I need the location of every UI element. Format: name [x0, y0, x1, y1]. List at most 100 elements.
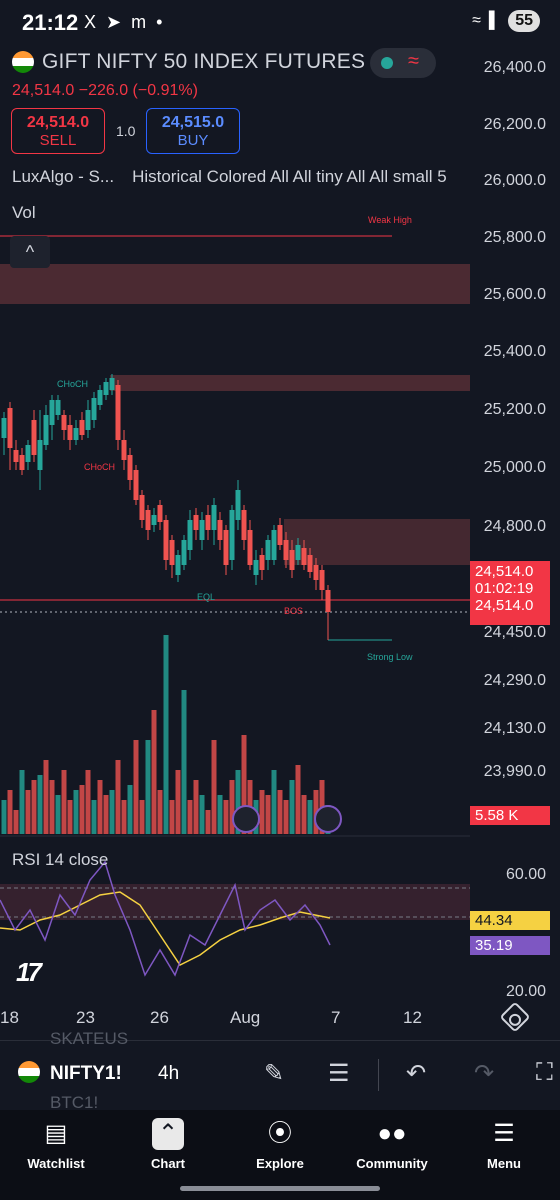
volume-bar	[67, 800, 73, 834]
candle-body	[319, 570, 325, 590]
candle-body	[217, 520, 223, 540]
rsi-ma-line	[0, 891, 331, 966]
menu-icon: ☰	[493, 1120, 515, 1147]
home-indicator[interactable]	[180, 1186, 380, 1191]
candle-body	[67, 425, 73, 440]
candle-body	[91, 398, 97, 420]
supply-zone	[0, 264, 470, 304]
redo-icon[interactable]: ↷	[474, 1060, 495, 1087]
dot-icon: •	[156, 12, 163, 32]
nav-label: Explore	[256, 1156, 304, 1171]
volume-tag: 5.58 K	[470, 806, 550, 825]
indicator-legend[interactable]: LuxAlgo - S... Historical Colored All All…	[12, 167, 467, 187]
supply-zone	[110, 375, 470, 391]
undo-icon[interactable]: ↶	[406, 1060, 427, 1087]
candle-body	[181, 540, 187, 565]
candle-body	[145, 510, 151, 530]
price-axis-label: 25,600.0	[483, 286, 546, 303]
candle-body	[223, 530, 229, 565]
eql-label: EQL	[197, 592, 215, 602]
volume-bar	[181, 690, 187, 834]
candle-body	[7, 408, 13, 448]
price-axis-label: 25,000.0	[483, 459, 546, 476]
volume-bar	[109, 790, 115, 834]
collapse-legend-button[interactable]: ^	[10, 236, 50, 268]
tradingview-logo-icon[interactable]: 17	[16, 957, 42, 987]
volume-bar	[193, 780, 199, 834]
candle-body	[229, 510, 235, 560]
interval-button[interactable]: 4h	[158, 1063, 180, 1084]
pencil-icon[interactable]: ✎	[264, 1060, 285, 1087]
candle-body	[265, 540, 271, 560]
nav-chart[interactable]: ⌃ Chart	[112, 1110, 224, 1171]
battery-icon: 55	[508, 10, 540, 32]
chart-area[interactable]: Weak High CHoCH CHoCH EQL BOS Strong Low	[0, 48, 560, 1048]
fullscreen-icon[interactable]: ⛶	[536, 1059, 553, 1086]
volume-bar	[199, 795, 205, 834]
candle-body	[313, 565, 319, 580]
rsi-value-tag: 44.34	[470, 911, 550, 930]
volume-bar	[283, 800, 289, 834]
candle-body	[43, 415, 49, 445]
market-status-pill[interactable]: ≈	[370, 48, 436, 78]
choch-label: CHoCH	[57, 379, 88, 389]
sell-label: SELL	[39, 132, 77, 149]
rsi-ma-value-tag: 35.19	[470, 936, 550, 955]
candle-body	[25, 445, 31, 462]
volume-bar	[151, 710, 157, 834]
time-axis-label: 7	[331, 1008, 341, 1027]
candle-body	[139, 495, 145, 520]
volume-bar	[157, 790, 163, 834]
chart-canvas[interactable]: Weak High CHoCH CHoCH EQL BOS Strong Low	[0, 48, 560, 1048]
indicators-icon[interactable]: ☰	[328, 1060, 350, 1087]
volume-bar	[163, 635, 169, 834]
candle-body	[277, 525, 283, 545]
indicator-name[interactable]: LuxAlgo - S...	[12, 167, 115, 186]
buy-label: BUY	[177, 132, 209, 149]
last-price-tag: 24,514.0 01:02:19 24,514.0	[470, 561, 550, 625]
rsi-axis-bottom: 20.00	[505, 983, 546, 1000]
volume-bar	[61, 770, 67, 834]
candle-body	[307, 555, 313, 572]
rsi-line	[0, 860, 331, 977]
candle-body	[49, 400, 55, 425]
watchlist-icon: ▤	[44, 1120, 68, 1147]
symbol-header[interactable]: GIFT NIFTY 50 INDEX FUTURES	[12, 50, 365, 74]
volume-bar	[145, 740, 151, 834]
indicator-settings[interactable]: Historical Colored All All tiny All All …	[132, 167, 447, 186]
volume-bar	[79, 785, 85, 834]
candle-body	[103, 382, 109, 395]
toolbar-divider	[378, 1059, 379, 1091]
nav-menu[interactable]: ☰ Menu	[448, 1110, 560, 1171]
symbol-title[interactable]: GIFT NIFTY 50 INDEX FUTURES	[42, 50, 366, 73]
nav-community[interactable]: ●● Community	[336, 1110, 448, 1171]
candle-body	[247, 530, 253, 565]
candle-body	[73, 428, 79, 440]
candle-body	[241, 510, 247, 540]
spread-value: 1.0	[116, 123, 136, 139]
strong-low-label: Strong Low	[367, 652, 413, 662]
candle-body	[85, 410, 91, 430]
nav-explore[interactable]: ⦿ Explore	[224, 1110, 336, 1171]
volume-bar	[19, 770, 25, 834]
volume-bar	[223, 800, 229, 834]
last-price-2: 24,514.0	[475, 597, 534, 614]
rsi-legend[interactable]: RSI 14 close	[12, 850, 109, 869]
price-axis-label: 24,800.0	[483, 518, 546, 535]
price-change: 24,514.0 −226.0 (−0.91%)	[12, 82, 198, 99]
buy-price: 24,515.0	[161, 114, 225, 131]
nav-watchlist[interactable]: ▤ Watchlist	[0, 1110, 112, 1171]
time-axis-label: Aug	[230, 1008, 261, 1027]
buy-button[interactable]: 24,515.0 BUY	[146, 108, 240, 154]
volume-bar	[37, 775, 43, 834]
candle-body	[193, 515, 199, 530]
volume-bar	[187, 800, 193, 834]
sell-button[interactable]: 24,514.0 SELL	[11, 108, 105, 154]
volume-bar	[229, 780, 235, 834]
volume-bar	[7, 790, 13, 834]
volume-legend[interactable]: Vol	[12, 203, 36, 222]
volume-bar	[265, 795, 271, 834]
candle-body	[325, 590, 331, 612]
m-app-icon: m	[131, 12, 147, 32]
symbol-button[interactable]: NIFTY1!	[50, 1063, 122, 1084]
